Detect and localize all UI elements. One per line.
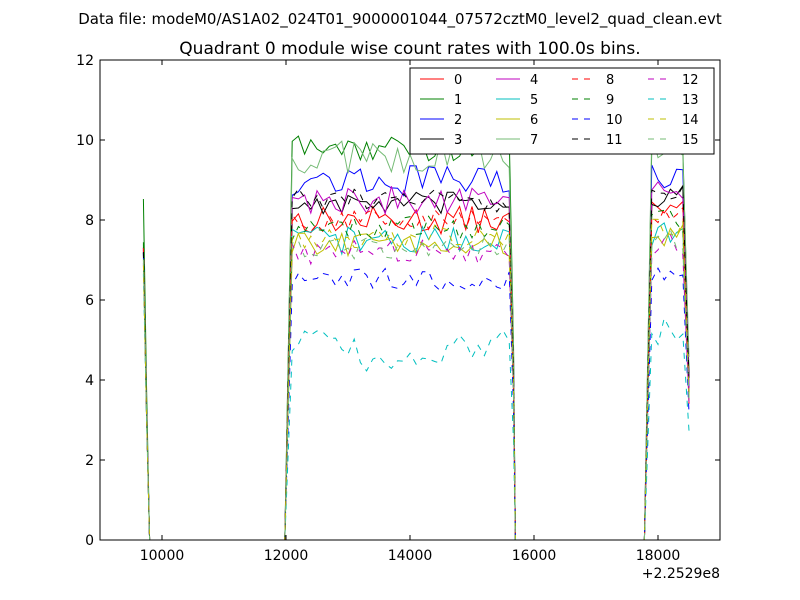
legend-label-8: 8 bbox=[606, 73, 614, 88]
legend-label-9: 9 bbox=[606, 93, 614, 108]
legend-label-15: 15 bbox=[682, 133, 699, 148]
figure-suptitle: Data file: modeM0/AS1A02_024T01_90000010… bbox=[78, 10, 722, 29]
series-line-10 bbox=[142, 253, 690, 541]
legend-label-5: 5 bbox=[530, 93, 538, 108]
legend-label-12: 12 bbox=[682, 73, 699, 88]
legend-label-10: 10 bbox=[606, 113, 623, 128]
legend-label-1: 1 bbox=[454, 93, 462, 108]
series-lines bbox=[142, 132, 690, 541]
legend-label-4: 4 bbox=[530, 73, 538, 88]
legend-label-3: 3 bbox=[454, 133, 462, 148]
legend-label-7: 7 bbox=[530, 133, 538, 148]
legend-box bbox=[409, 67, 715, 155]
x-tick-label: 14000 bbox=[388, 548, 433, 564]
y-tick-label: 8 bbox=[85, 213, 94, 229]
y-tick-label: 4 bbox=[85, 373, 94, 389]
series-line-15 bbox=[142, 228, 690, 541]
legend-label-11: 11 bbox=[606, 133, 623, 148]
legend-label-14: 14 bbox=[682, 113, 699, 128]
x-tick-label: 16000 bbox=[512, 548, 557, 564]
x-axis: 10000 12000 14000 16000 18000 bbox=[140, 60, 681, 564]
y-tick-label: 2 bbox=[85, 453, 94, 469]
y-tick-label: 0 bbox=[85, 533, 94, 549]
x-offset-label: +2.2529e8 bbox=[642, 566, 720, 582]
y-tick-label: 12 bbox=[76, 53, 94, 69]
legend-label-0: 0 bbox=[454, 73, 462, 88]
legend-label-13: 13 bbox=[682, 93, 699, 108]
chart-title: Quadrant 0 module wise count rates with … bbox=[179, 39, 640, 59]
x-tick-label: 12000 bbox=[264, 548, 309, 564]
legend-label-2: 2 bbox=[454, 113, 462, 128]
legend-label-6: 6 bbox=[530, 113, 538, 128]
x-tick-label: 10000 bbox=[140, 548, 185, 564]
y-tick-label: 6 bbox=[85, 293, 94, 309]
x-tick-label: 18000 bbox=[636, 548, 681, 564]
y-tick-label: 10 bbox=[76, 133, 94, 149]
series-line-8 bbox=[142, 206, 690, 541]
